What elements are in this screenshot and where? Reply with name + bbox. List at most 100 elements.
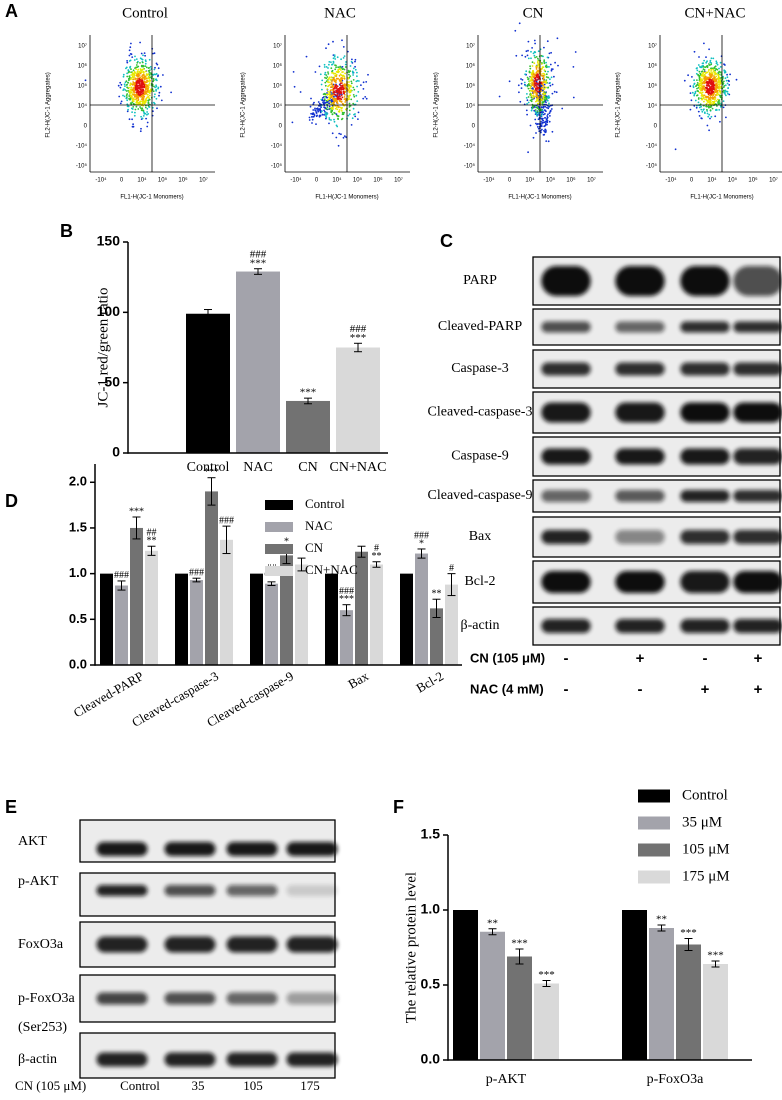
flow-dot (322, 113, 324, 116)
flow-dot (129, 59, 132, 62)
flow-dot (354, 68, 357, 71)
flow-dot (330, 106, 333, 109)
significance: * (284, 536, 289, 547)
flow-dot (146, 79, 148, 82)
flow-dot (536, 106, 539, 108)
blot-label: PARP (463, 273, 497, 288)
flow-dot (315, 123, 317, 125)
flow-dot (140, 109, 143, 112)
flow-dot (705, 105, 708, 108)
flow-dot (145, 70, 147, 73)
flow-dot (703, 59, 705, 62)
flow-dot (532, 52, 535, 55)
flow-dot (135, 97, 138, 100)
legend-swatch (638, 789, 670, 803)
flow-dot (572, 96, 575, 99)
flow-y-label: FL2-H(JC-1 Aggregates) (241, 72, 247, 137)
flow-dot (327, 43, 330, 46)
flow-dot (332, 62, 335, 64)
flow-dot (535, 89, 538, 91)
flow-dot (710, 68, 713, 71)
blot-strip (532, 308, 782, 346)
flow-dot (130, 102, 133, 105)
flow-dot (555, 91, 558, 94)
flow-dot (540, 121, 543, 123)
flow-dot (124, 85, 126, 87)
flow-y-tick: 0 (84, 124, 88, 130)
panel-label: A (5, 1, 18, 21)
flow-x-tick: 10⁵ (158, 177, 168, 184)
flow-dot (153, 68, 156, 71)
bar (534, 983, 559, 1060)
flow-dot (311, 122, 313, 124)
flow-dot (353, 88, 356, 91)
flow-dot (148, 97, 151, 99)
flow-dot (574, 51, 577, 53)
flow-dot (146, 74, 148, 77)
condition-sign: - (703, 650, 708, 667)
flow-dot (531, 47, 533, 49)
flow-y-tick: 0 (654, 124, 658, 130)
bar (220, 539, 233, 665)
legend-label: 35 μM (682, 814, 722, 830)
flow-dot (530, 93, 533, 96)
significance: *** (680, 927, 697, 939)
significance: *** (350, 332, 367, 344)
bar (186, 313, 230, 453)
flow-dot (130, 86, 133, 89)
panel-label: E (5, 797, 17, 817)
flow-dot (357, 111, 360, 114)
flow-dot (540, 109, 542, 112)
flow-dot (152, 77, 155, 80)
flow-dot (129, 78, 132, 81)
flow-dot (142, 54, 144, 57)
flow-dot (541, 74, 543, 77)
flow-dot (311, 118, 314, 121)
flow-dot (518, 22, 521, 25)
flow-dot (352, 79, 355, 81)
flow-dot (549, 84, 552, 87)
flow-x-tick: 0 (690, 178, 694, 184)
flow-dot (334, 112, 336, 115)
flow-dot (142, 92, 144, 95)
flow-dot (328, 61, 331, 63)
blot-band (733, 321, 782, 333)
y-tick-label: 0.0 (69, 656, 87, 671)
flow-dot (147, 99, 150, 102)
flow-dot (350, 82, 353, 85)
flow-dot (706, 108, 708, 111)
flow-dot (547, 113, 549, 116)
flow-dot (713, 71, 716, 74)
flow-dot (344, 101, 347, 103)
flow-dot (542, 117, 544, 120)
flow-dot (131, 84, 134, 86)
flow-dot (698, 56, 700, 58)
flow-dot (350, 124, 353, 126)
flow-dot (726, 76, 729, 79)
significance: *** (538, 969, 555, 981)
flow-dot (341, 71, 343, 73)
flow-dot (536, 65, 539, 67)
flow-dot (728, 93, 731, 96)
flow-dot (725, 90, 728, 93)
flow-dot (326, 106, 329, 108)
flow-dot (333, 120, 336, 123)
flow-dot (348, 106, 351, 108)
error-bar (684, 938, 693, 951)
flow-dot (342, 57, 345, 59)
flow-dot (338, 74, 341, 77)
flow-dot (356, 75, 358, 78)
flow-dot (572, 66, 575, 68)
flow-dot (717, 73, 719, 76)
flow-dot (697, 101, 700, 104)
flow-dot (717, 81, 719, 83)
flow-dot (362, 81, 365, 84)
flow-dot (699, 87, 702, 89)
x-tick-label: p-FoxO3a (647, 1072, 705, 1087)
flow-dot (333, 90, 335, 93)
flow-dot (543, 62, 546, 65)
significance: # (374, 543, 379, 554)
flow-y-tick: 10⁷ (466, 43, 475, 50)
flow-dot (323, 66, 326, 68)
blot-band (615, 448, 665, 465)
